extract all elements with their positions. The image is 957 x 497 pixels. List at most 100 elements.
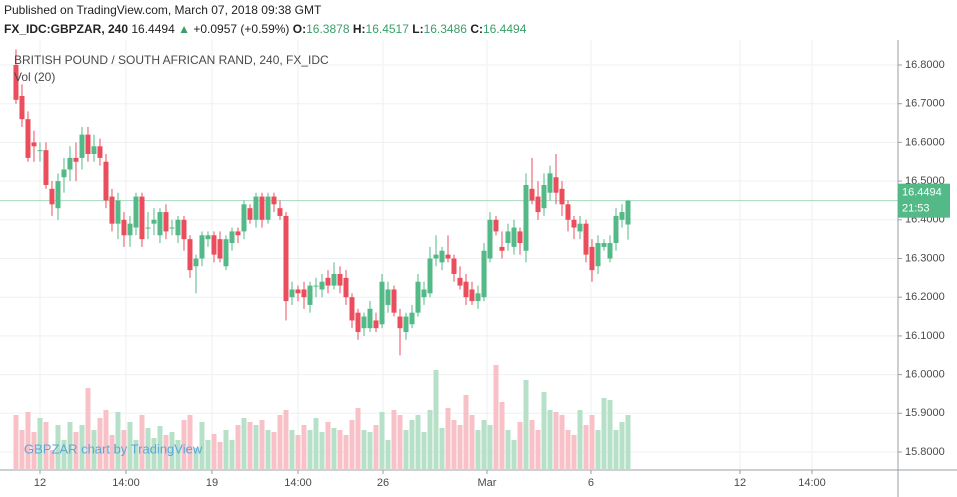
volume-bar xyxy=(19,430,25,470)
candle-body xyxy=(217,239,223,259)
y-tick-label: 16.2000 xyxy=(905,291,945,303)
x-tick-label: 6 xyxy=(588,477,594,489)
candle-body xyxy=(247,208,253,220)
candle-body xyxy=(307,285,313,305)
candle-body xyxy=(505,231,511,244)
volume-bar xyxy=(259,420,265,470)
quote-line: FX_IDC:GBPZAR, 240 16.4494 ▲ +0.0957 (+0… xyxy=(4,22,526,36)
series-title: BRITISH POUND / SOUTH AFRICAN RAND, 240,… xyxy=(14,53,329,67)
y-tick-label: 16.6000 xyxy=(905,136,945,148)
candle-body xyxy=(499,246,505,251)
x-tick-label: 14:00 xyxy=(112,477,140,489)
candle-body xyxy=(625,200,631,225)
volume-bar xyxy=(553,412,559,470)
volume-bar xyxy=(619,422,625,470)
watermark: GBPZAR chart by TradingView xyxy=(24,441,203,456)
volume-bar xyxy=(271,432,277,470)
volume-bar xyxy=(121,430,127,470)
volume-bar xyxy=(43,422,49,470)
o-label: O: xyxy=(292,22,307,36)
candle-body xyxy=(523,184,529,251)
candle-body xyxy=(301,289,307,298)
candle-body xyxy=(547,173,553,193)
volume-bar xyxy=(421,432,427,470)
candle-body xyxy=(451,258,457,274)
volume-bar xyxy=(97,418,103,470)
candle-body xyxy=(211,235,217,255)
volume-bar xyxy=(391,410,397,470)
candle-body xyxy=(517,231,523,244)
y-tick-label: 15.9000 xyxy=(905,407,945,419)
candle-body xyxy=(343,277,349,298)
volume-bar xyxy=(115,412,121,470)
volume-bar xyxy=(523,380,529,470)
candle-body xyxy=(49,188,55,205)
volume-label: Vol (20) xyxy=(14,70,55,84)
volume-bar xyxy=(157,426,163,470)
candle-body xyxy=(169,227,175,229)
volume-bar xyxy=(379,412,385,470)
volume-bar xyxy=(355,408,361,470)
close: 16.4494 xyxy=(482,22,527,36)
candle-body xyxy=(433,254,439,259)
candle-body xyxy=(103,161,109,201)
candle-body xyxy=(175,219,181,236)
x-tick-label: Mar xyxy=(478,477,497,489)
candle-body xyxy=(139,196,145,240)
candle-body xyxy=(331,273,337,286)
candle-body xyxy=(73,157,79,162)
volume-bar xyxy=(445,408,451,470)
volume-bar xyxy=(607,400,613,470)
volume-bar xyxy=(529,420,535,470)
y-tick-label: 15.8000 xyxy=(905,446,945,458)
candle-body xyxy=(151,219,157,224)
candle-body xyxy=(577,223,583,232)
volume-bar xyxy=(181,420,187,470)
volume-bar xyxy=(451,420,457,470)
volume-bar xyxy=(541,392,547,470)
volume-bar xyxy=(223,430,229,470)
candle-body xyxy=(181,219,187,240)
candle-body xyxy=(391,289,397,313)
volume-bar xyxy=(625,415,631,470)
volume-bar xyxy=(505,430,511,470)
candle-body xyxy=(19,95,25,120)
volume-bar xyxy=(397,415,403,470)
candle-body xyxy=(595,243,601,267)
volume-bar xyxy=(487,425,493,470)
volume-bar xyxy=(103,410,109,470)
symbol: FX_IDC:GBPZAR, 240 xyxy=(4,22,129,36)
c-label: C: xyxy=(470,22,483,36)
candle-body xyxy=(589,246,595,271)
volume-bar xyxy=(205,440,211,470)
volume-bar xyxy=(349,420,355,470)
candle-body xyxy=(259,196,265,220)
candle-body xyxy=(409,312,415,325)
volume-bar xyxy=(31,432,37,470)
volume-bar xyxy=(67,422,73,470)
candle-body xyxy=(283,215,289,302)
candle-body xyxy=(397,316,403,329)
open: 16.3878 xyxy=(306,22,350,36)
volume-bar xyxy=(313,418,319,470)
published-line: Published on TradingView.com, March 07, … xyxy=(4,3,322,17)
volume-bar xyxy=(409,420,415,470)
y-tick-label: 16.3000 xyxy=(905,252,945,264)
candle-body xyxy=(469,289,475,302)
volume-bar xyxy=(403,430,409,470)
volume-bar xyxy=(319,432,325,470)
volume-bar xyxy=(49,450,55,470)
volume-bar xyxy=(373,425,379,470)
last: 16.4494 xyxy=(131,22,175,36)
candle-body xyxy=(253,196,259,220)
candle-body xyxy=(289,289,295,298)
candle-body xyxy=(223,239,229,267)
x-tick-label: 12 xyxy=(34,477,46,489)
candle-body xyxy=(403,316,409,333)
volume-bar xyxy=(547,410,553,470)
candle-body xyxy=(163,212,169,232)
candle-body xyxy=(583,223,589,255)
volume-bar xyxy=(55,425,61,470)
candle-body xyxy=(295,289,301,294)
candle-body xyxy=(127,223,133,236)
